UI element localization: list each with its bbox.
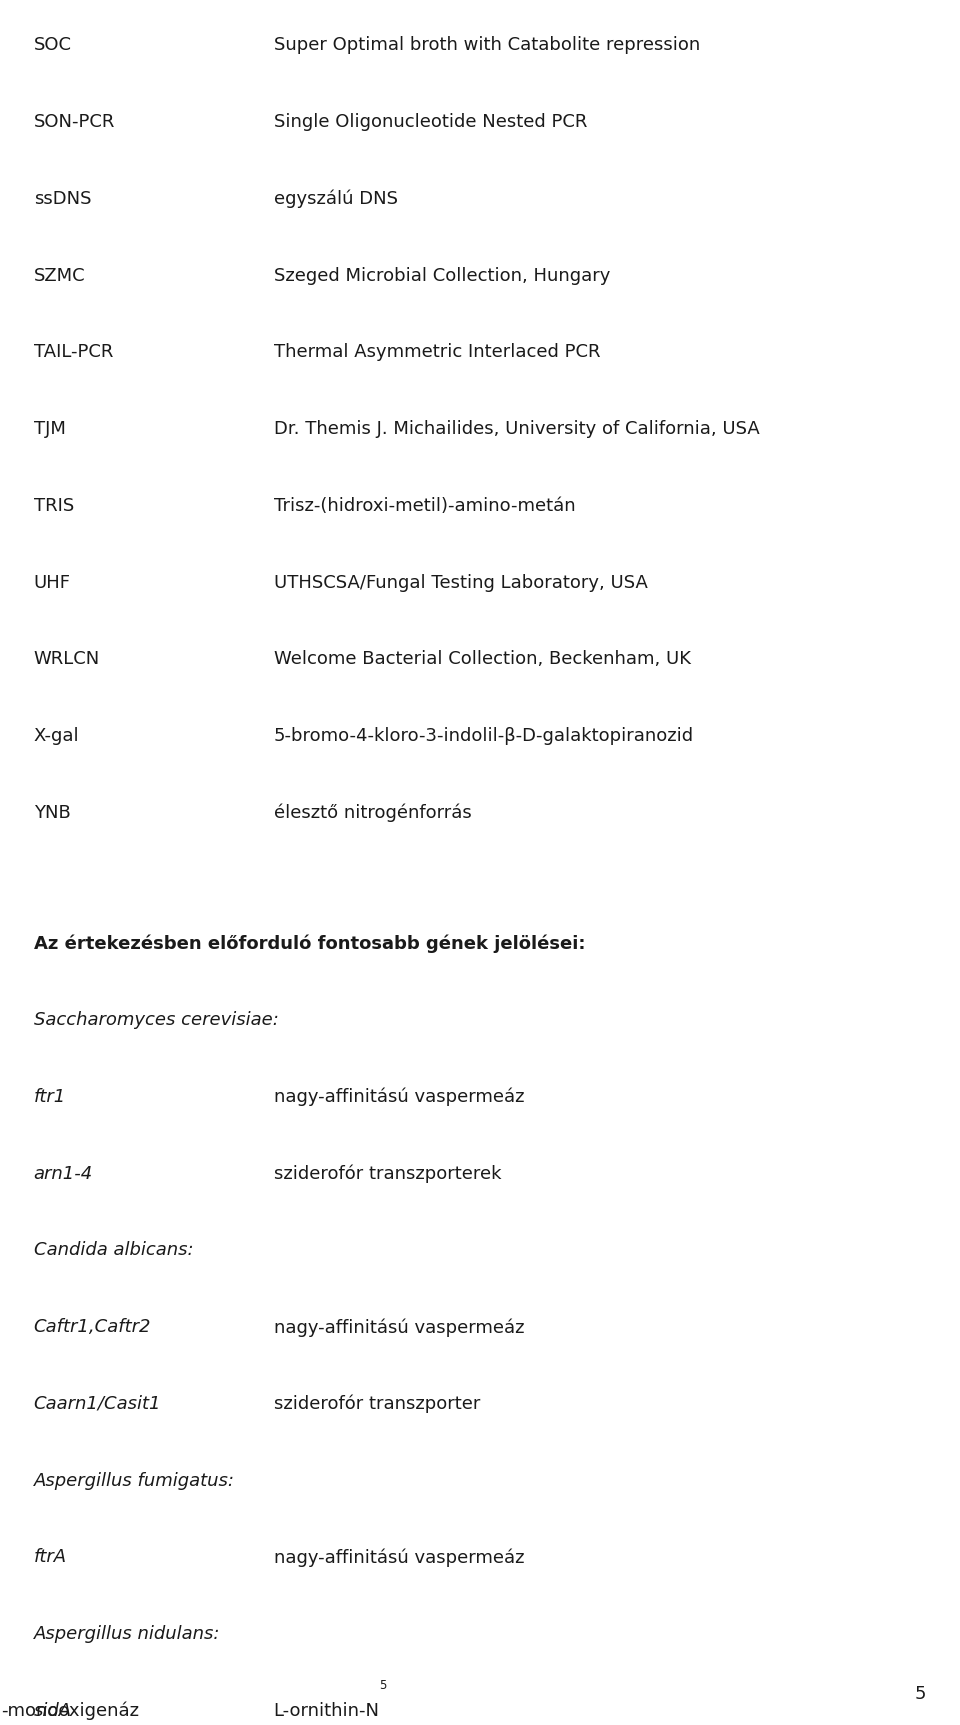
Text: Thermal Asymmetric Interlaced PCR: Thermal Asymmetric Interlaced PCR xyxy=(274,343,600,361)
Text: sidA: sidA xyxy=(34,1703,72,1720)
Text: Super Optimal broth with Catabolite repression: Super Optimal broth with Catabolite repr… xyxy=(274,36,700,53)
Text: egyszálú DNS: egyszálú DNS xyxy=(274,190,397,209)
Text: SOC: SOC xyxy=(34,36,72,53)
Text: nagy-affinitású vaspermeáz: nagy-affinitású vaspermeáz xyxy=(274,1088,524,1106)
Text: nagy-affinitású vaspermeáz: nagy-affinitású vaspermeáz xyxy=(274,1549,524,1566)
Text: arn1-4: arn1-4 xyxy=(34,1164,93,1183)
Text: Aspergillus nidulans:: Aspergillus nidulans: xyxy=(34,1625,220,1644)
Text: Aspergillus fumigatus:: Aspergillus fumigatus: xyxy=(34,1471,234,1490)
Text: Dr. Themis J. Michailides, University of California, USA: Dr. Themis J. Michailides, University of… xyxy=(274,419,759,438)
Text: Candida albicans:: Candida albicans: xyxy=(34,1242,193,1259)
Text: UHF: UHF xyxy=(34,573,71,592)
Text: Szeged Microbial Collection, Hungary: Szeged Microbial Collection, Hungary xyxy=(274,267,610,285)
Text: WRLCN: WRLCN xyxy=(34,650,100,668)
Text: UTHSCSA/Fungal Testing Laboratory, USA: UTHSCSA/Fungal Testing Laboratory, USA xyxy=(274,573,647,592)
Text: -monooxigenáz: -monooxigenáz xyxy=(1,1703,139,1720)
Text: Trisz-(hidroxi-metil)-amino-metán: Trisz-(hidroxi-metil)-amino-metán xyxy=(274,497,575,514)
Text: Welcome Bacterial Collection, Beckenham, UK: Welcome Bacterial Collection, Beckenham,… xyxy=(274,650,690,668)
Text: ftr1: ftr1 xyxy=(34,1088,66,1106)
Text: SZMC: SZMC xyxy=(34,267,85,285)
Text: SON-PCR: SON-PCR xyxy=(34,114,115,131)
Text: X-gal: X-gal xyxy=(34,726,80,745)
Text: ssDNS: ssDNS xyxy=(34,190,91,207)
Text: Caftr1,Caftr2: Caftr1,Caftr2 xyxy=(34,1318,151,1337)
Text: TAIL-PCR: TAIL-PCR xyxy=(34,343,113,361)
Text: Single Oligonucleotide Nested PCR: Single Oligonucleotide Nested PCR xyxy=(274,114,587,131)
Text: Caarn1/Casit1: Caarn1/Casit1 xyxy=(34,1396,161,1413)
Text: sziderofór transzporter: sziderofór transzporter xyxy=(274,1396,480,1413)
Text: TJM: TJM xyxy=(34,419,65,438)
Text: Az értekezésben előforduló fontosabb gének jelölései:: Az értekezésben előforduló fontosabb gén… xyxy=(34,935,585,952)
Text: sziderofór transzporterek: sziderofór transzporterek xyxy=(274,1164,501,1183)
Text: Saccharomyces cerevisiae:: Saccharomyces cerevisiae: xyxy=(34,1011,278,1030)
Text: élesztő nitrogénforrás: élesztő nitrogénforrás xyxy=(274,804,471,823)
Text: 5: 5 xyxy=(915,1685,926,1703)
Text: YNB: YNB xyxy=(34,804,70,821)
Text: nagy-affinitású vaspermeáz: nagy-affinitású vaspermeáz xyxy=(274,1318,524,1337)
Text: 5-bromo-4-kloro-3-indolil-β-D-galaktopiranozid: 5-bromo-4-kloro-3-indolil-β-D-galaktopir… xyxy=(274,726,694,745)
Text: L-ornithin-N: L-ornithin-N xyxy=(274,1703,379,1720)
Text: 5: 5 xyxy=(379,1678,387,1692)
Text: TRIS: TRIS xyxy=(34,497,74,514)
Text: ftrA: ftrA xyxy=(34,1549,67,1566)
